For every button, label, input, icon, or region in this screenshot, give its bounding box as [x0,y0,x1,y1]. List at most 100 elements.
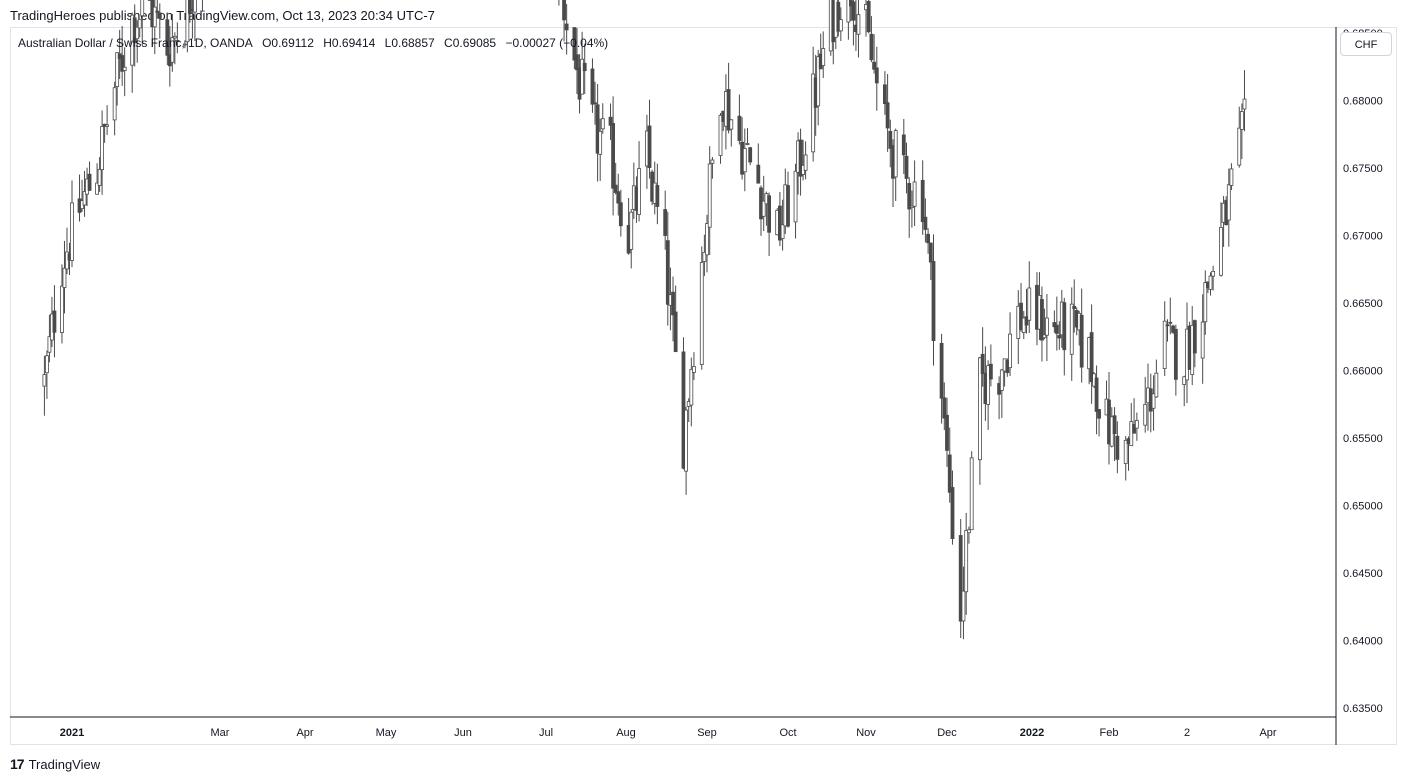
candle-body [100,126,105,171]
candle-body [1203,282,1208,323]
candle-body [187,0,192,14]
candle-body [172,35,177,39]
y-tick-label: 0.65500 [1343,433,1383,445]
candle-body [942,397,947,419]
candle-body [1008,333,1012,369]
candle-body [616,191,621,204]
candle-body [874,67,879,84]
candle-body [945,414,949,451]
candle-body [135,26,140,40]
candle-body [575,54,579,71]
candle-body [748,147,753,163]
candle-body [923,216,928,230]
candle-body [182,43,187,46]
legend-change: −0.00027 (−0.04%) [505,36,609,50]
candle-body [1112,415,1117,435]
x-tick-label: Feb [1100,727,1119,739]
candle-body [157,12,162,19]
candle-body [673,311,678,353]
candle-body [1173,328,1178,380]
candle-body [165,19,170,56]
candle-body [869,33,874,61]
candle-body [564,23,569,31]
candle-body [105,124,110,127]
candle-body [112,87,117,121]
candle-body [838,19,843,32]
candle-body [1154,372,1159,398]
x-tick-label: 2 [1184,727,1190,739]
candle-body [1242,98,1247,110]
candle-body [803,154,808,171]
candle-body [140,0,145,17]
candle-body [786,185,790,227]
candle-body [1226,184,1231,221]
tradingview-logo-icon: 17 [10,756,25,772]
candle-body [47,336,52,353]
candle-body [1019,302,1023,330]
candle-body [618,202,623,227]
candle-body [1208,275,1213,290]
legend-close: C0.69085 [444,36,497,50]
candle-body [70,202,74,261]
legend-high: H0.69414 [323,36,376,50]
x-tick-label: Aug [616,727,636,739]
chart-frame [10,27,1397,745]
candle-body [1027,287,1032,321]
candle-body [170,37,175,63]
candle-body [1200,321,1205,359]
candle-body [122,66,127,71]
candle-body [1094,377,1099,412]
x-tick-label: Nov [856,727,876,739]
candle-body [705,223,709,256]
candle-body [115,52,120,87]
y-tick-label: 0.67000 [1343,231,1383,243]
candle-body [980,353,985,375]
candle-body [836,1,841,32]
candle-body [866,0,871,33]
candle-body [637,168,641,215]
candle-body [572,27,577,61]
candle-body [883,84,887,105]
candle-body [726,89,731,131]
candle-body [1165,324,1170,327]
candle-body [1219,227,1223,276]
symbol-legend: Australian Dollar / Swiss Franc, 1D, OAN… [18,36,614,50]
candle-body [42,374,47,387]
footer-brand: TradingView [28,756,101,772]
candle-body [155,10,160,13]
candle-body [778,205,782,241]
candle-body [756,164,761,184]
candle-body [647,125,652,168]
currency-button[interactable]: CHF [1340,32,1392,56]
y-tick-label: 0.66000 [1343,366,1383,378]
candle-body [152,6,157,28]
candle-body [846,0,851,23]
candle-body [1229,168,1234,186]
candle-body [798,139,803,177]
candle-body [1042,334,1047,339]
candle-body [120,55,125,72]
candle-body [692,366,696,373]
candle-body [907,183,912,210]
candle-body [1069,303,1074,355]
legend-low: L0.68857 [384,36,435,50]
x-tick-label: Sep [697,727,717,739]
candle-body [710,159,715,164]
candle-body [562,0,566,21]
candle-body [964,530,969,593]
candle-body [689,369,694,406]
y-tick-label: 0.66500 [1343,298,1383,310]
candle-body [851,1,856,21]
candle-body [707,163,712,228]
candle-body [613,184,618,193]
candle-body [1192,320,1197,354]
candle-body [920,179,925,223]
x-tick-label: Mar [211,727,230,739]
candle-body [1024,316,1029,326]
candle-body [910,205,914,209]
x-tick-label: Jul [539,727,553,739]
candles [42,0,1247,640]
candle-body [193,0,197,13]
candle-body [888,130,893,149]
